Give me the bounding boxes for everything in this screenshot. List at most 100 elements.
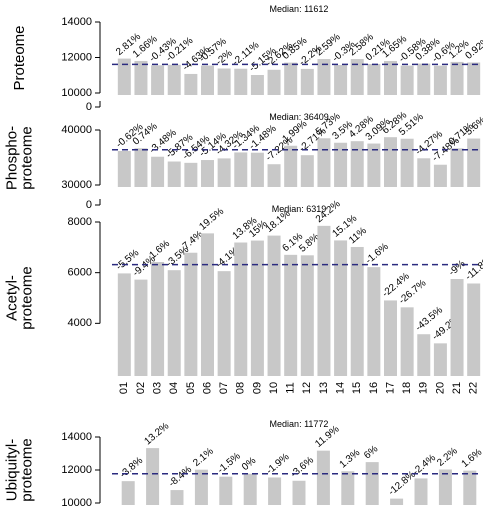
- y-tick-label: 14000: [61, 431, 92, 443]
- bar: [341, 471, 355, 505]
- bar: [184, 73, 198, 95]
- bar: [400, 307, 414, 376]
- bar: [400, 138, 414, 187]
- bar: [250, 75, 264, 95]
- bar: [117, 273, 131, 376]
- x-tick-label: 02: [135, 382, 147, 394]
- bar: [217, 271, 231, 376]
- bar: [384, 300, 397, 376]
- y-axis-label: proteome: [18, 438, 35, 501]
- bar: [234, 242, 248, 376]
- bar: [433, 65, 447, 95]
- x-tick-label: 14: [334, 382, 346, 394]
- bar: [219, 476, 233, 505]
- bar: [201, 233, 214, 376]
- bar: [350, 59, 364, 95]
- bar: [317, 59, 331, 95]
- bar: [151, 262, 165, 376]
- bar-annotation: 1.3%: [338, 447, 363, 470]
- bar: [121, 481, 135, 505]
- y-tick-label: 8000: [68, 216, 92, 228]
- y-tick-label: 30000: [61, 179, 92, 191]
- bar-annotation: -1.5%: [216, 451, 243, 476]
- y-tick-label: 12000: [61, 464, 92, 476]
- y-axis-label: Proteome: [11, 25, 28, 90]
- bar: [417, 334, 431, 376]
- bar: [217, 158, 231, 187]
- x-tick-label: 12: [301, 382, 313, 394]
- y-tick-label: 4000: [68, 317, 92, 329]
- bar-annotation: 1.6%: [460, 447, 483, 470]
- bar: [151, 156, 165, 187]
- bar: [400, 65, 414, 95]
- y-axis-label: Ubiquityl-: [3, 439, 20, 502]
- bar: [438, 469, 452, 505]
- bar: [300, 155, 314, 187]
- x-tick-label: 03: [151, 382, 163, 394]
- bar: [167, 161, 181, 187]
- x-tick-label: 16: [368, 382, 380, 394]
- x-tick-label: 17: [384, 382, 396, 394]
- bar: [267, 235, 281, 376]
- x-tick-label: 09: [251, 382, 263, 394]
- y-tick-label: 0: [86, 101, 92, 113]
- x-tick-label: 10: [268, 382, 280, 394]
- x-tick-label: 13: [318, 382, 330, 394]
- bar: [167, 64, 181, 95]
- bar: [433, 164, 447, 187]
- bar: [134, 279, 148, 376]
- bar: [350, 246, 364, 376]
- bar: [194, 469, 208, 505]
- bar: [284, 145, 298, 187]
- bar: [184, 252, 198, 376]
- x-tick-label: 07: [218, 382, 230, 394]
- bar: [268, 477, 282, 505]
- bar: [317, 138, 331, 187]
- bar-annotation: 13.2%: [142, 421, 171, 448]
- bar: [316, 450, 330, 505]
- bar: [334, 142, 348, 187]
- bar: [467, 62, 481, 95]
- x-tick-label: 19: [418, 382, 430, 394]
- bar-annotation: 5.6%: [464, 115, 483, 138]
- bar-annotation: -1.6%: [364, 241, 391, 266]
- bar: [417, 63, 431, 95]
- bar: [167, 270, 181, 376]
- x-tick-label: 08: [235, 382, 247, 394]
- bar: [184, 162, 198, 187]
- bar: [367, 267, 381, 376]
- bar: [384, 60, 397, 95]
- bar: [234, 68, 248, 95]
- x-tick-label: 18: [401, 382, 413, 394]
- y-tick-label: 10000: [61, 497, 92, 509]
- y-axis-label: Acetyl-: [3, 275, 20, 321]
- bar: [300, 68, 314, 95]
- bar: [234, 152, 248, 187]
- x-tick-label: 22: [468, 382, 480, 394]
- bar: [284, 62, 298, 95]
- bar: [300, 255, 314, 376]
- bar-annotation: 19.5%: [197, 206, 226, 233]
- bar: [151, 65, 165, 95]
- bar: [134, 148, 148, 187]
- bar: [146, 448, 160, 505]
- x-tick-label: 06: [201, 382, 213, 394]
- bar: [170, 490, 184, 505]
- bar: [450, 148, 464, 187]
- x-tick-label: 11: [285, 382, 297, 393]
- y-tick-label: 10000: [61, 87, 92, 99]
- bar: [417, 158, 431, 187]
- y-tick-label: 0: [86, 199, 92, 211]
- bar: [267, 69, 281, 95]
- x-tick-label: 01: [118, 382, 130, 394]
- bar: [334, 65, 348, 95]
- bar-annotation: 6%: [362, 444, 380, 462]
- bar: [317, 225, 331, 376]
- bar: [117, 150, 131, 187]
- bar-annotation: 2.2%: [435, 446, 460, 469]
- y-tick-label: 14000: [61, 16, 92, 28]
- bar-annotation: -3.6%: [289, 455, 316, 480]
- bar: [350, 141, 364, 187]
- bar-annotation: -1.9%: [264, 451, 291, 476]
